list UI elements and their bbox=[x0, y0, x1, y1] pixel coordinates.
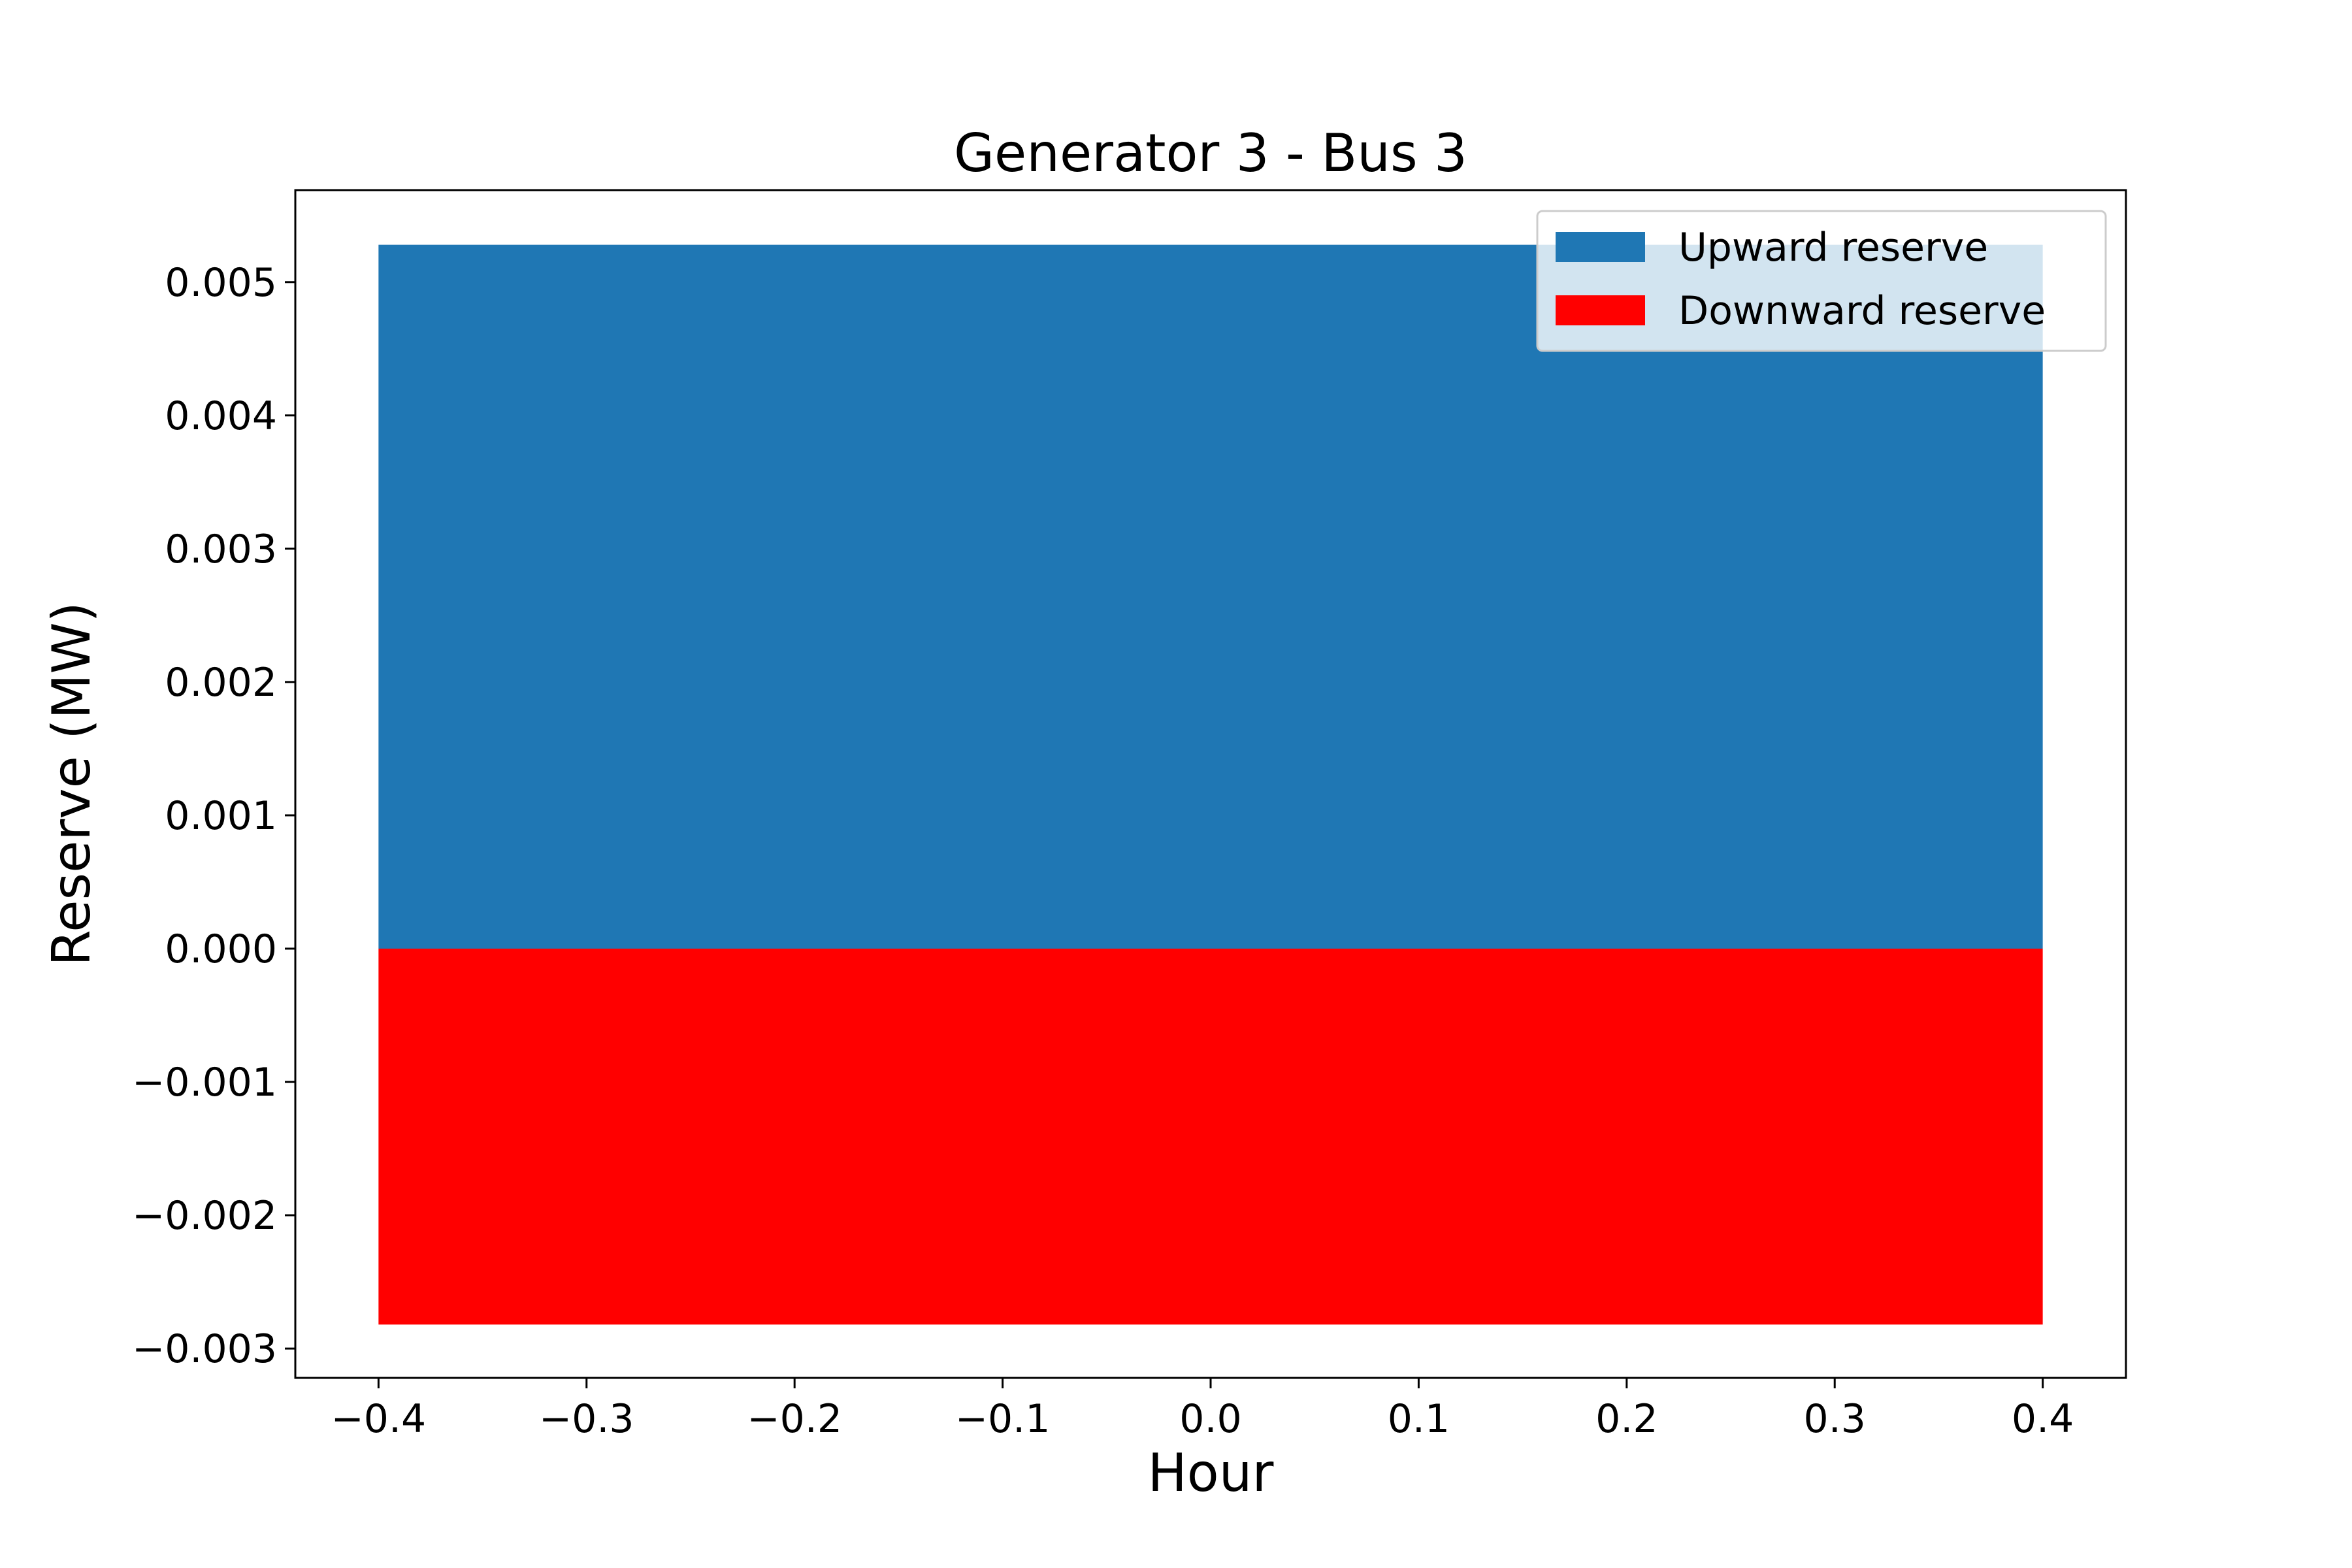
legend-swatch bbox=[1556, 295, 1645, 325]
x-axis-label: Hour bbox=[1148, 1443, 1274, 1503]
x-tick-label: 0.3 bbox=[1804, 1396, 1866, 1442]
y-ticks: −0.003 −0.002 −0.001 0.000 0.001 0.002 0.003 0.… bbox=[132, 260, 295, 1372]
y-tick-label: 0.002 bbox=[165, 660, 277, 706]
y-tick-label: −0.002 bbox=[132, 1193, 277, 1239]
x-tick-label: −0.4 bbox=[331, 1396, 427, 1442]
y-tick-label: 0.000 bbox=[165, 926, 277, 972]
x-tick-label: 0.2 bbox=[1595, 1396, 1658, 1442]
x-tick-label: −0.3 bbox=[539, 1396, 634, 1442]
legend-swatch bbox=[1556, 232, 1645, 262]
x-tick-label: 0.1 bbox=[1388, 1396, 1450, 1442]
chart-title: Generator 3 - Bus 3 bbox=[954, 123, 1467, 184]
y-tick-label: 0.004 bbox=[165, 393, 277, 439]
legend-label: Upward reserve bbox=[1678, 225, 1988, 270]
x-ticks: −0.4 −0.3 −0.2 −0.1 0.0 0.1 0.2 0.3 0.4 bbox=[331, 1378, 2074, 1442]
legend-box bbox=[1536, 210, 2107, 352]
x-tick-label: −0.2 bbox=[747, 1396, 842, 1442]
y-tick-label: 0.005 bbox=[165, 260, 277, 306]
y-tick-label: −0.003 bbox=[132, 1326, 277, 1372]
bar-upward-0 bbox=[378, 244, 2043, 949]
y-tick-label: 0.003 bbox=[165, 527, 277, 572]
y-tick-label: 0.001 bbox=[165, 793, 277, 839]
legend-label: Downward reserve bbox=[1678, 288, 2046, 334]
bar-downward-0 bbox=[378, 948, 2043, 1325]
legend: Upward reserve Downward reserve bbox=[1536, 210, 2107, 352]
bars-group bbox=[378, 244, 2043, 1325]
y-axis-label: Reserve (MW) bbox=[41, 602, 102, 966]
y-tick-label: −0.001 bbox=[132, 1060, 277, 1105]
x-tick-label: 0.0 bbox=[1179, 1396, 1241, 1442]
legend-items: Upward reserve Downward reserve bbox=[1556, 225, 2046, 334]
x-tick-label: −0.1 bbox=[955, 1396, 1051, 1442]
x-tick-label: 0.4 bbox=[2012, 1396, 2074, 1442]
